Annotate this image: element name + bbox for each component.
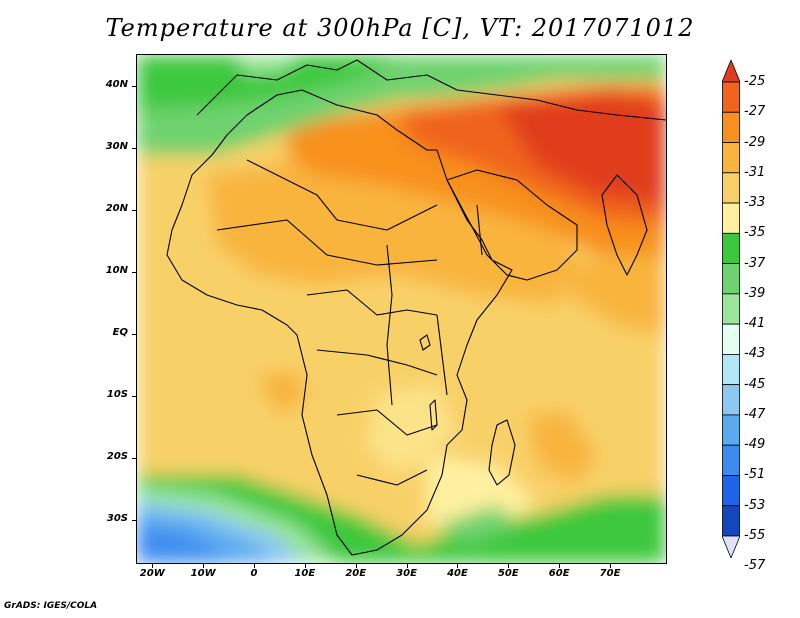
colorbar-box (722, 444, 740, 476)
temperature-field (137, 55, 666, 563)
colorbar-bottom-arrow (722, 535, 740, 558)
colorbar-box (722, 505, 740, 537)
lon-tick (508, 563, 510, 568)
colorbar-box (722, 384, 740, 416)
colorbar-label: -47 (744, 406, 766, 422)
colorbar-box (722, 142, 740, 174)
colorbar-label: -37 (744, 255, 766, 271)
colorbar-box (722, 353, 740, 386)
lon-tick (406, 563, 408, 568)
lat-label: 30S (106, 512, 128, 524)
colorbar-box (722, 111, 740, 143)
lon-label: 50E (497, 568, 519, 579)
lat-tick (132, 147, 137, 149)
lat-tick (132, 519, 137, 521)
lon-label: 30E (396, 568, 417, 579)
temperature-map (136, 54, 667, 564)
lat-label: 10N (105, 264, 128, 276)
colorbar-label: -29 (744, 134, 766, 150)
lat-label: 20S (106, 450, 128, 462)
lon-label: 10W (190, 568, 216, 579)
colorbar-label: -41 (744, 316, 766, 332)
lon-label: 20W (139, 568, 165, 579)
lat-label: 40N (105, 78, 128, 90)
lon-tick (559, 563, 561, 568)
lon-label: 0 (250, 568, 258, 579)
lon-label: 20E (345, 568, 367, 579)
colorbar (722, 60, 740, 558)
lat-tick (132, 457, 137, 459)
lon-tick (610, 563, 612, 568)
colorbar-top-arrow (722, 60, 740, 83)
lon-label: 60E (548, 568, 570, 579)
colorbar-label: -53 (744, 497, 766, 513)
colorbar-box (722, 263, 740, 295)
lon-tick (203, 563, 205, 568)
lon-tick (457, 563, 459, 568)
colorbar-box (722, 293, 740, 325)
colorbar-label: -51 (744, 467, 766, 483)
colorbar-label: -25 (744, 74, 766, 89)
colorbar-label: -33 (744, 195, 766, 211)
lon-label: 10E (294, 568, 316, 579)
colorbar-label: -45 (744, 376, 766, 392)
lon-tick (253, 563, 255, 568)
colorbar-box (722, 323, 740, 355)
colorbar-label: -27 (744, 104, 766, 120)
lon-tick (152, 563, 154, 568)
lat-tick (132, 85, 137, 87)
colorbar-box (722, 202, 740, 234)
colorbar-label: -43 (744, 346, 766, 362)
colorbar-box (722, 232, 740, 264)
colorbar-box (722, 475, 740, 507)
lon-label: 70E (599, 568, 621, 579)
coastlines (166, 59, 666, 556)
lon-tick (355, 563, 357, 568)
lat-tick (132, 333, 137, 335)
lat-tick (132, 395, 137, 397)
colorbar-label: -31 (744, 164, 766, 180)
lat-label: 10S (106, 388, 128, 400)
colorbar-box (722, 172, 740, 204)
lat-label: 30N (105, 140, 128, 152)
lat-tick (132, 209, 137, 211)
colorbar-label: -57 (744, 558, 766, 574)
lat-label: EQ (112, 326, 128, 338)
lat-label: 20N (105, 202, 128, 214)
lat-tick (132, 271, 137, 273)
credit-text: GrADS: IGES/COLA (4, 601, 98, 611)
colorbar-label: -49 (744, 437, 766, 453)
chart-title: Temperature at 300hPa [C], VT: 201707101… (105, 14, 695, 42)
colorbar-label: -39 (744, 285, 766, 301)
colorbar-label: -55 (744, 528, 766, 543)
colorbar-box (722, 81, 740, 113)
colorbar-label: -35 (744, 225, 766, 241)
lon-tick (304, 563, 306, 568)
lon-label: 40E (447, 568, 468, 579)
colorbar-box (722, 414, 740, 446)
